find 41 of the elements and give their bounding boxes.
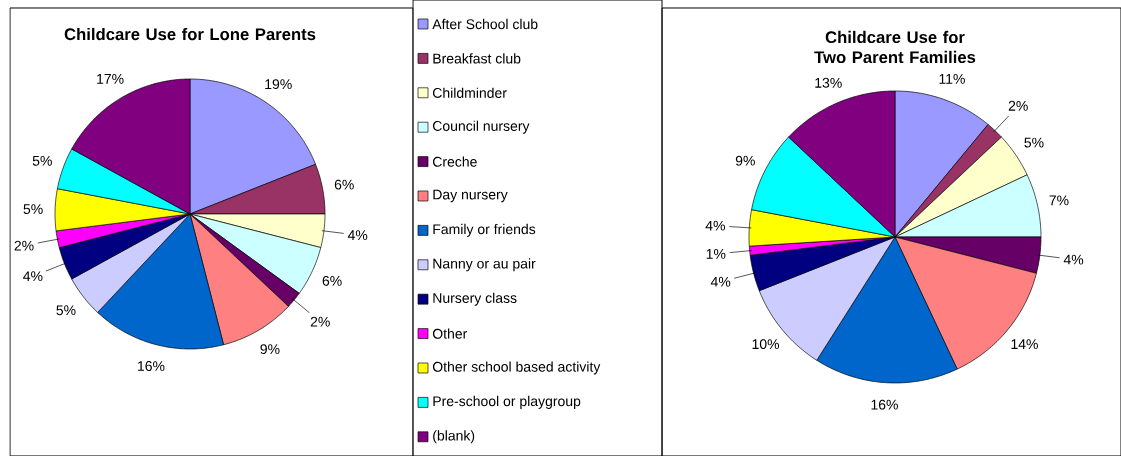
text: Childcare Use for Lone Parents [64, 27, 316, 41]
data-label: 4% [710, 276, 731, 287]
legend-label: Childminder [432, 87, 507, 98]
legend-label: Nursery class [433, 292, 517, 306]
data-label: 16% [871, 399, 898, 410]
data-label: 10% [752, 339, 780, 350]
legend-label: Creche [432, 156, 477, 167]
legend-label: Pre-school or playgroup [433, 395, 581, 409]
data-label: 11% [939, 74, 965, 84]
data-label: 9% [735, 155, 755, 166]
legend-label: (blank) [433, 430, 475, 444]
data-label: 5% [23, 204, 43, 214]
data-label: 2% [14, 240, 34, 251]
legend-label: Council nursery [432, 120, 530, 134]
data-label: 6% [334, 179, 354, 190]
data-label: 5% [32, 155, 52, 166]
data-label: 6% [322, 275, 342, 286]
legend-label: Day nursery [433, 189, 508, 203]
data-label: 4% [705, 220, 725, 231]
data-label: 13% [815, 77, 842, 88]
data-label: 19% [265, 79, 292, 90]
legend-label: Other school based activity [432, 361, 601, 375]
data-label: 4% [23, 271, 43, 282]
legend-label: Other [432, 328, 468, 339]
legend-label: Family or friends [433, 223, 536, 237]
legend-label: Nanny or au pair [433, 258, 536, 272]
data-label: 14% [1011, 339, 1038, 349]
data-label: 4% [1063, 254, 1084, 265]
chart-title: Childcare Use for Two Parent Families [814, 30, 976, 64]
data-label: 2% [1008, 100, 1028, 111]
data-label: 5% [56, 305, 76, 316]
data-label: 17% [97, 73, 124, 84]
data-label: 9% [260, 344, 280, 355]
data-label: 1% [706, 249, 726, 259]
data-label: 2% [310, 316, 330, 327]
data-label: 4% [347, 230, 368, 241]
data-label: 16% [138, 361, 165, 372]
data-label: 5% [1024, 137, 1044, 148]
data-label: 7% [1049, 195, 1069, 206]
legend-label: Breakfast club [433, 53, 521, 64]
legend-label: After School club [432, 18, 538, 30]
